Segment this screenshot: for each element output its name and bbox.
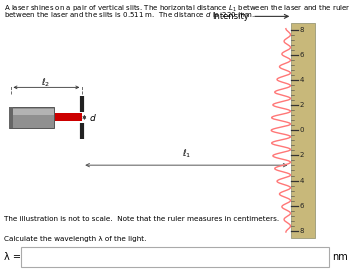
Text: 8: 8 bbox=[300, 27, 304, 33]
Bar bbox=[54, 113, 82, 121]
Text: 2: 2 bbox=[300, 102, 304, 108]
Text: $\ell_2$: $\ell_2$ bbox=[41, 76, 50, 89]
Text: nm: nm bbox=[332, 252, 348, 262]
Text: between the laser and the slits is 0.511 m.  The distance $d$ is .220 mm.: between the laser and the slits is 0.511… bbox=[4, 10, 254, 19]
Bar bbox=[9, 109, 54, 115]
Bar bbox=[290, 23, 315, 238]
Text: 4: 4 bbox=[300, 77, 304, 83]
Text: 2: 2 bbox=[300, 152, 304, 158]
Text: The illustration is not to scale.  Note that the ruler measures in centimeters.: The illustration is not to scale. Note t… bbox=[4, 216, 279, 222]
Text: 0: 0 bbox=[300, 127, 304, 133]
Text: $\ell_1$: $\ell_1$ bbox=[182, 147, 191, 160]
Text: λ =: λ = bbox=[4, 252, 21, 262]
Text: Intensity: Intensity bbox=[212, 12, 248, 21]
Bar bbox=[9, 107, 13, 128]
Text: 8: 8 bbox=[300, 228, 304, 234]
Bar bbox=[9, 107, 54, 128]
Text: $d$: $d$ bbox=[89, 112, 96, 123]
Text: Calculate the wavelength λ of the light.: Calculate the wavelength λ of the light. bbox=[4, 236, 146, 242]
Text: 6: 6 bbox=[300, 203, 304, 209]
FancyBboxPatch shape bbox=[21, 247, 329, 267]
Text: 6: 6 bbox=[300, 52, 304, 58]
Text: A laser shines on a pair of vertical slits. The horizontal distance $L_1$ betwee: A laser shines on a pair of vertical sli… bbox=[4, 4, 350, 14]
Text: 4: 4 bbox=[300, 177, 304, 183]
